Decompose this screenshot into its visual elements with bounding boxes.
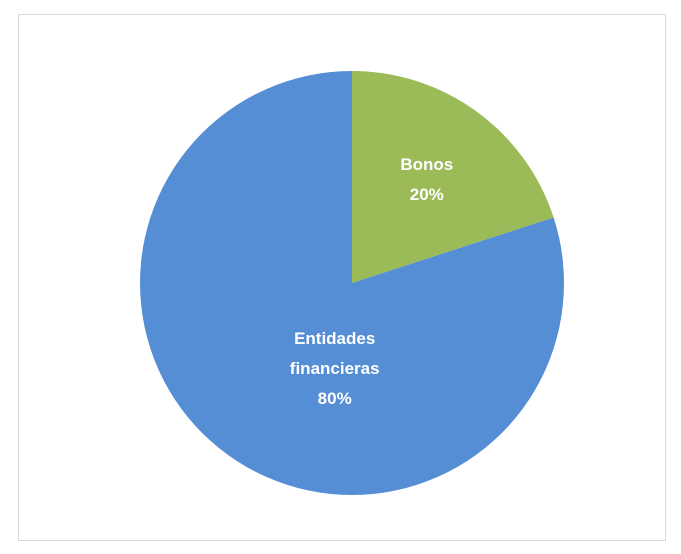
slice-percent: 80% [317,388,352,408]
slice-percent: 20% [409,185,444,205]
pie-slice [139,71,565,495]
data-label: Entidades financieras 80% [270,324,400,414]
slice-name: Bonos [400,155,454,175]
data-label: Bonos 20% [362,150,492,210]
slice-name: Entidades financieras [289,328,380,378]
pie-slice [352,71,554,283]
